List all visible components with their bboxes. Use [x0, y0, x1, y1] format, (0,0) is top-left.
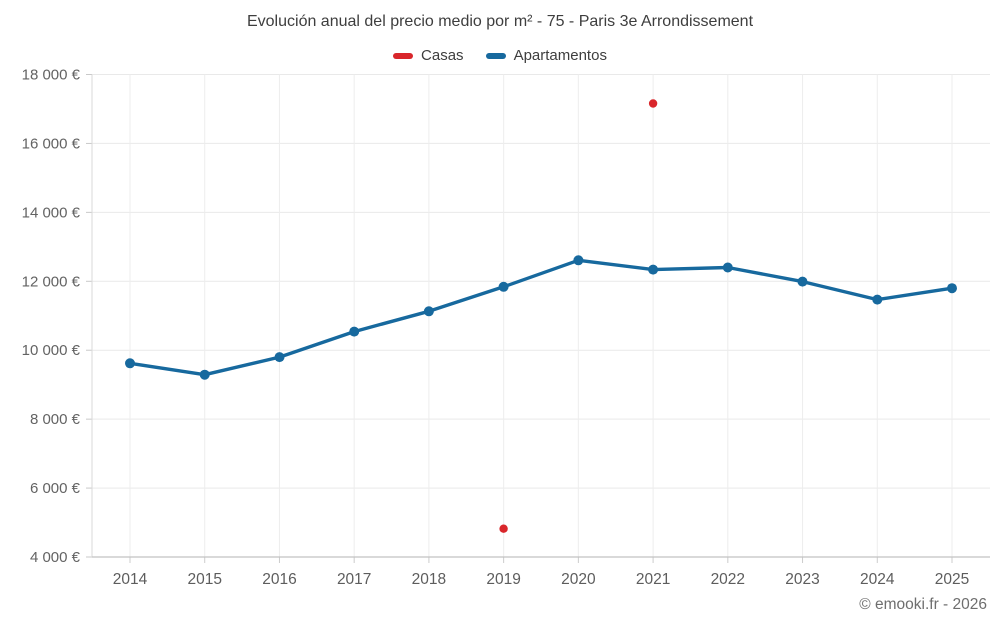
svg-text:2016: 2016: [262, 571, 296, 588]
svg-text:4 000 €: 4 000 €: [30, 549, 81, 566]
svg-text:8 000 €: 8 000 €: [30, 411, 81, 428]
svg-text:2019: 2019: [486, 571, 520, 588]
svg-text:2023: 2023: [785, 571, 819, 588]
casas-series-marker-icon: [393, 52, 414, 59]
legend-label-apartamentos: Apartamentos: [513, 47, 607, 64]
svg-text:2018: 2018: [412, 571, 446, 588]
svg-text:6 000 €: 6 000 €: [30, 480, 81, 497]
svg-text:14 000 €: 14 000 €: [22, 204, 81, 221]
chart-legend: Casas Apartamentos: [0, 47, 1000, 64]
svg-text:10 000 €: 10 000 €: [22, 342, 81, 359]
svg-text:12 000 €: 12 000 €: [22, 273, 81, 290]
apartamentos-series-marker-icon: [485, 52, 506, 59]
chart-title: Evolución anual del precio medio por m² …: [246, 13, 754, 30]
svg-text:2025: 2025: [935, 571, 969, 588]
svg-text:2022: 2022: [711, 571, 745, 588]
svg-text:2014: 2014: [113, 571, 148, 588]
svg-text:18 000 €: 18 000 €: [22, 67, 81, 84]
legend-item-apartamentos[interactable]: Apartamentos: [485, 47, 607, 64]
legend-item-casas[interactable]: Casas: [393, 47, 464, 64]
svg-text:2020: 2020: [561, 571, 596, 588]
svg-text:16 000 €: 16 000 €: [22, 135, 81, 152]
footer-credit: © emooki.fr - 2026: [859, 596, 987, 613]
svg-text:2024: 2024: [860, 571, 895, 588]
svg-text:2021: 2021: [636, 571, 670, 588]
svg-text:2015: 2015: [187, 571, 221, 588]
svg-text:2017: 2017: [337, 571, 371, 588]
legend-label-casas: Casas: [421, 47, 464, 64]
